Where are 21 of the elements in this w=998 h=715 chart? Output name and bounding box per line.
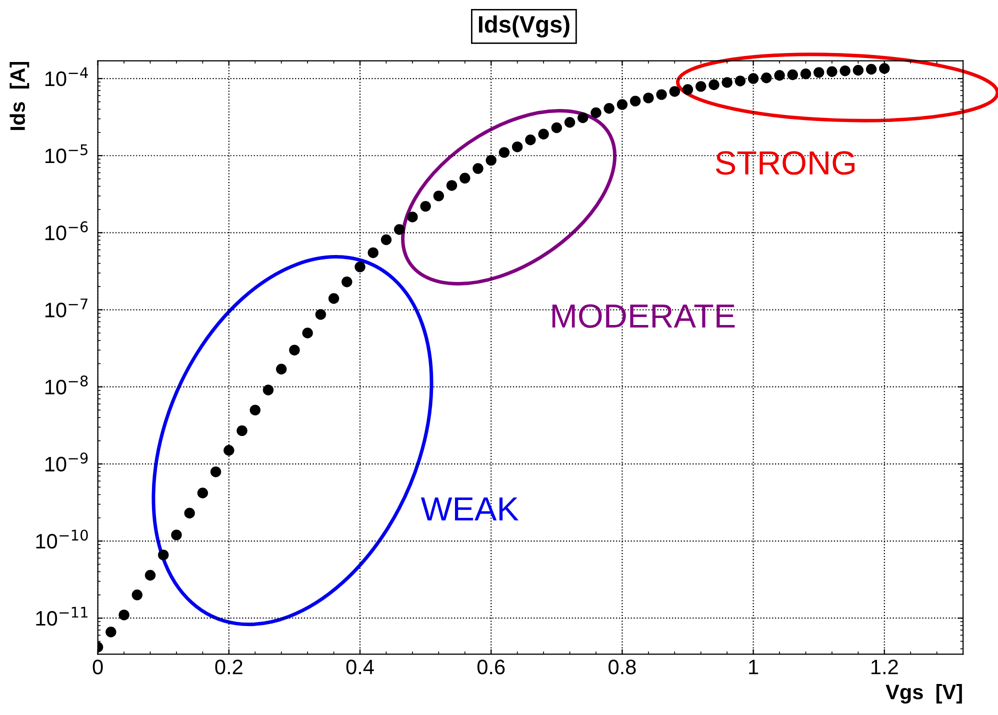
annotation: WEAK (420, 497, 519, 520)
y-tick-label: 10$^{−7}$ (45, 298, 88, 318)
x-tick-label: 0.4 (346, 660, 374, 674)
x-tick-label: 1.2 (872, 660, 898, 674)
x-axis-title: Vgs [V] (886, 684, 962, 704)
chart-title: Ids(Vgs) (478, 15, 570, 38)
y-axis-title: Ids [A] (10, 62, 30, 130)
y-tick-label: 10$^{−4}$ (45, 67, 88, 86)
annotation: MODERATE (552, 304, 735, 328)
annotation: STRONG (716, 151, 854, 175)
x-tick-label: 1 (749, 660, 758, 674)
x-tick-label: 0.6 (477, 660, 505, 674)
y-tick-label: 10$^{−10}$ (36, 530, 88, 549)
x-tick-label: 0.2 (215, 660, 242, 674)
y-tick-label: 10$^{−5}$ (45, 144, 88, 164)
y-tick-label: 10$^{−9}$ (45, 452, 88, 472)
y-tick-label: 10$^{−8}$ (45, 375, 88, 394)
x-tick-label: 0.8 (608, 660, 636, 674)
x-tick-label: 0 (92, 660, 103, 674)
y-tick-label: 10$^{−11}$ (36, 606, 88, 626)
y-tick-label: 10$^{−6}$ (45, 221, 88, 240)
